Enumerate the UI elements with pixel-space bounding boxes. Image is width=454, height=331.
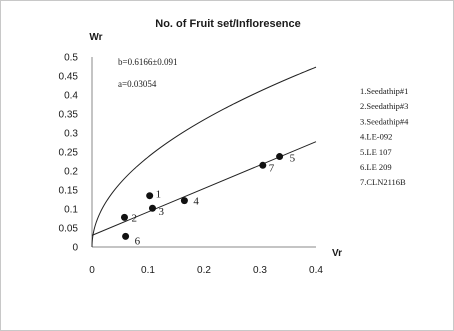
legend: 1.Seedathip#1 2.Seedathip#3 3.Seedathip#4 4… bbox=[360, 86, 409, 187]
y-tick-label: 0.1 bbox=[64, 205, 78, 216]
limiting-parabola-curve bbox=[91, 66, 317, 248]
intercept-annotation: a=0.03054 bbox=[118, 79, 157, 89]
data-point-1 bbox=[146, 192, 154, 200]
y-tick-label: 0.05 bbox=[59, 224, 79, 235]
data-point-label-1: 1 bbox=[156, 189, 162, 201]
y-tick-label: 0.45 bbox=[59, 72, 79, 83]
legend-entry: 5.LE 107 bbox=[360, 147, 392, 157]
y-tick-label: 0.35 bbox=[59, 110, 79, 121]
axes bbox=[91, 57, 316, 248]
y-tick-label: 0.4 bbox=[64, 91, 78, 102]
slope-annotation: b=0.6166±0.091 bbox=[118, 57, 178, 67]
legend-entry: 1.Seedathip#1 bbox=[360, 86, 408, 96]
x-ticks: 0 0.1 0.2 0.3 0.4 bbox=[89, 265, 323, 276]
limiting-parabola bbox=[91, 66, 317, 248]
y-axis-label: Wr bbox=[89, 32, 102, 43]
x-tick-label: 0.1 bbox=[141, 265, 155, 276]
data-point-3 bbox=[148, 204, 156, 212]
data-point-7 bbox=[259, 161, 267, 169]
legend-entry: 6.LE 209 bbox=[360, 162, 392, 172]
legend-entry: 7.CLN2116B bbox=[360, 177, 406, 187]
legend-entry: 2.Seedathip#3 bbox=[360, 101, 408, 111]
legend-entry: 3.Seedathip#4 bbox=[360, 116, 409, 126]
data-point-label-6: 6 bbox=[135, 235, 141, 247]
data-point-6 bbox=[122, 232, 130, 240]
y-tick-label: 0.5 bbox=[64, 53, 78, 64]
data-point-label-5: 5 bbox=[290, 153, 296, 165]
y-tick-label: 0.15 bbox=[59, 186, 79, 197]
y-tick-label: 0 bbox=[72, 243, 78, 254]
data-point-label-2: 2 bbox=[131, 212, 137, 224]
x-tick-label: 0.3 bbox=[253, 265, 267, 276]
y-tick-label: 0.25 bbox=[59, 148, 79, 159]
chart-title: No. of Fruit set/Infloresence bbox=[155, 18, 300, 30]
data-point-5 bbox=[276, 153, 284, 161]
x-axis-label: Vr bbox=[332, 248, 342, 259]
x-tick-label: 0.4 bbox=[309, 265, 323, 276]
y-ticks: 0 0.05 0.1 0.15 0.2 0.25 0.3 0.35 0.4 0.45 0.5 bbox=[59, 53, 79, 254]
y-tick-label: 0.2 bbox=[64, 167, 78, 178]
data-point-label-7: 7 bbox=[269, 162, 275, 174]
data-point-2 bbox=[120, 213, 128, 221]
data-points: 1 2 3 4 5 6 7 bbox=[120, 153, 296, 247]
x-tick-label: 0 bbox=[89, 265, 95, 276]
x-tick-label: 0.2 bbox=[197, 265, 211, 276]
data-point-label-3: 3 bbox=[158, 206, 164, 218]
y-tick-label: 0.3 bbox=[64, 129, 78, 140]
data-point-label-4: 4 bbox=[193, 196, 199, 208]
data-point-4 bbox=[180, 197, 188, 205]
legend-entry: 4.LE-092 bbox=[360, 132, 392, 142]
